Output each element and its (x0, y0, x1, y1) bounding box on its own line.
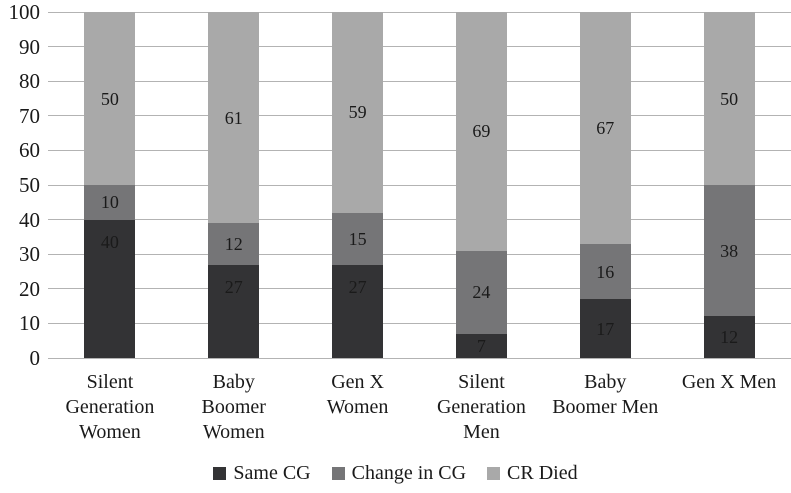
data-label: 17 (596, 318, 615, 339)
x-tick-label-5: Gen X Men (667, 370, 791, 395)
gridline (48, 219, 791, 221)
bar-segment-cr-died: 50 (703, 12, 755, 185)
data-label: 27 (348, 276, 367, 297)
gridline (48, 80, 791, 82)
x-tick-line: Gen X (331, 371, 384, 393)
x-tick-line: Women (326, 396, 389, 418)
x-tick-line: Boomer (201, 396, 266, 418)
x-tick-line: Generation (436, 396, 526, 418)
gridline (48, 46, 791, 48)
y-tick-label: 90 (19, 34, 40, 59)
bar-3: 7 24 69 (455, 12, 507, 358)
data-label: 12 (224, 233, 243, 254)
bar-2: 27 15 59 (332, 12, 384, 358)
legend-item-same-cg: Same CG (213, 461, 311, 485)
gridline (48, 322, 791, 324)
bar-segment-change-in-cg: 12 (208, 223, 260, 265)
data-label: 38 (720, 240, 739, 261)
legend-item-cr-died: CR Died (487, 461, 578, 485)
gridline (48, 115, 791, 117)
legend-item-change-in-cg: Change in CG (331, 461, 467, 485)
legend-label: Same CG (233, 462, 311, 484)
y-tick-label: 30 (19, 242, 40, 267)
y-tick-label: 100 (8, 0, 41, 24)
gridline (48, 11, 791, 13)
data-label: 10 (100, 192, 119, 213)
bar-segment-cr-died: 61 (208, 12, 260, 224)
legend-marker-icon (331, 466, 345, 480)
x-tick-line: Men (463, 421, 500, 443)
data-label: 27 (224, 276, 243, 297)
data-label: 50 (720, 88, 739, 109)
bar-segment-cr-died: 59 (332, 12, 384, 213)
x-tick-line: Women (202, 421, 265, 443)
data-label: 16 (596, 261, 615, 282)
bar-segment-cr-died: 69 (455, 12, 507, 251)
bar-segment-change-in-cg: 24 (455, 250, 507, 334)
data-label: 59 (348, 102, 367, 123)
y-tick-label: 50 (19, 173, 40, 197)
x-tick-line: Generation (65, 396, 155, 418)
bar-5: 12 38 50 (703, 12, 755, 358)
gridline (48, 184, 791, 186)
gridline (48, 288, 791, 290)
data-label: 50 (100, 88, 119, 109)
bar-segment-same-cg: 12 (703, 316, 755, 358)
data-label: 69 (472, 121, 491, 142)
bar-segment-same-cg: 40 (84, 219, 136, 358)
y-tick-label: 20 (19, 276, 40, 301)
plot-area: 40 10 50 27 12 61 27 15 59 7 24 69 17 16 67 12 38 50 (48, 11, 791, 359)
x-tick-line: Gen X Men (681, 371, 777, 393)
y-tick-label: 80 (19, 69, 40, 94)
bar-segment-same-cg: 17 (579, 299, 631, 358)
y-axis: 0 10 20 30 40 50 60 70 80 90 100 (0, 0, 42, 370)
x-tick-line: Boomer Men (552, 396, 659, 418)
data-label: 7 (476, 335, 486, 356)
bar-0: 40 10 50 (84, 12, 136, 358)
x-tick-label-3: Silent Generation Men (420, 370, 544, 445)
bar-1: 27 12 61 (208, 12, 260, 358)
x-tick-line: Baby (212, 371, 255, 393)
legend-label: CR Died (507, 462, 578, 484)
gridline (48, 149, 791, 151)
bar-segment-cr-died: 50 (84, 12, 136, 185)
bar-segment-same-cg: 7 (455, 333, 507, 358)
bar-segment-same-cg: 27 (332, 264, 384, 358)
bar-segment-cr-died: 67 (579, 12, 631, 244)
x-tick-line: Silent (458, 371, 505, 393)
bar-segment-change-in-cg: 16 (579, 243, 631, 300)
x-tick-label-4: Baby Boomer Men (543, 370, 667, 420)
y-tick-label: 40 (19, 207, 40, 232)
x-axis: Silent Generation Women Baby Boomer Women Gen … (48, 370, 791, 452)
x-tick-line: Silent (86, 371, 134, 393)
data-label: 40 (100, 231, 119, 252)
legend-marker-icon (213, 466, 227, 480)
data-label: 61 (224, 107, 243, 128)
y-tick-label: 0 (29, 346, 41, 370)
bar-segment-change-in-cg: 15 (332, 212, 384, 265)
legend-label: Change in CG (351, 462, 467, 484)
legend: Same CG Change in CG CR Died (0, 461, 791, 485)
bar-segment-change-in-cg: 10 (84, 185, 136, 220)
x-tick-line: Baby (584, 371, 627, 393)
x-tick-line: Women (79, 421, 141, 443)
legend-marker-icon (487, 466, 501, 480)
data-label: 12 (720, 327, 739, 348)
x-tick-label-0: Silent Generation Women (48, 370, 172, 445)
y-tick-label: 60 (19, 138, 40, 163)
data-label: 24 (472, 282, 491, 303)
bar-segment-same-cg: 27 (208, 264, 260, 358)
x-tick-label-2: Gen X Women (296, 370, 420, 420)
bar-4: 17 16 67 (579, 12, 631, 358)
data-label: 15 (348, 228, 367, 249)
data-label: 67 (596, 117, 615, 138)
gridline (48, 357, 791, 359)
y-tick-label: 70 (19, 103, 40, 128)
gridline (48, 253, 791, 255)
bar-segment-change-in-cg: 38 (703, 185, 755, 317)
x-tick-label-1: Baby Boomer Women (172, 370, 296, 445)
y-tick-label: 10 (19, 311, 40, 336)
